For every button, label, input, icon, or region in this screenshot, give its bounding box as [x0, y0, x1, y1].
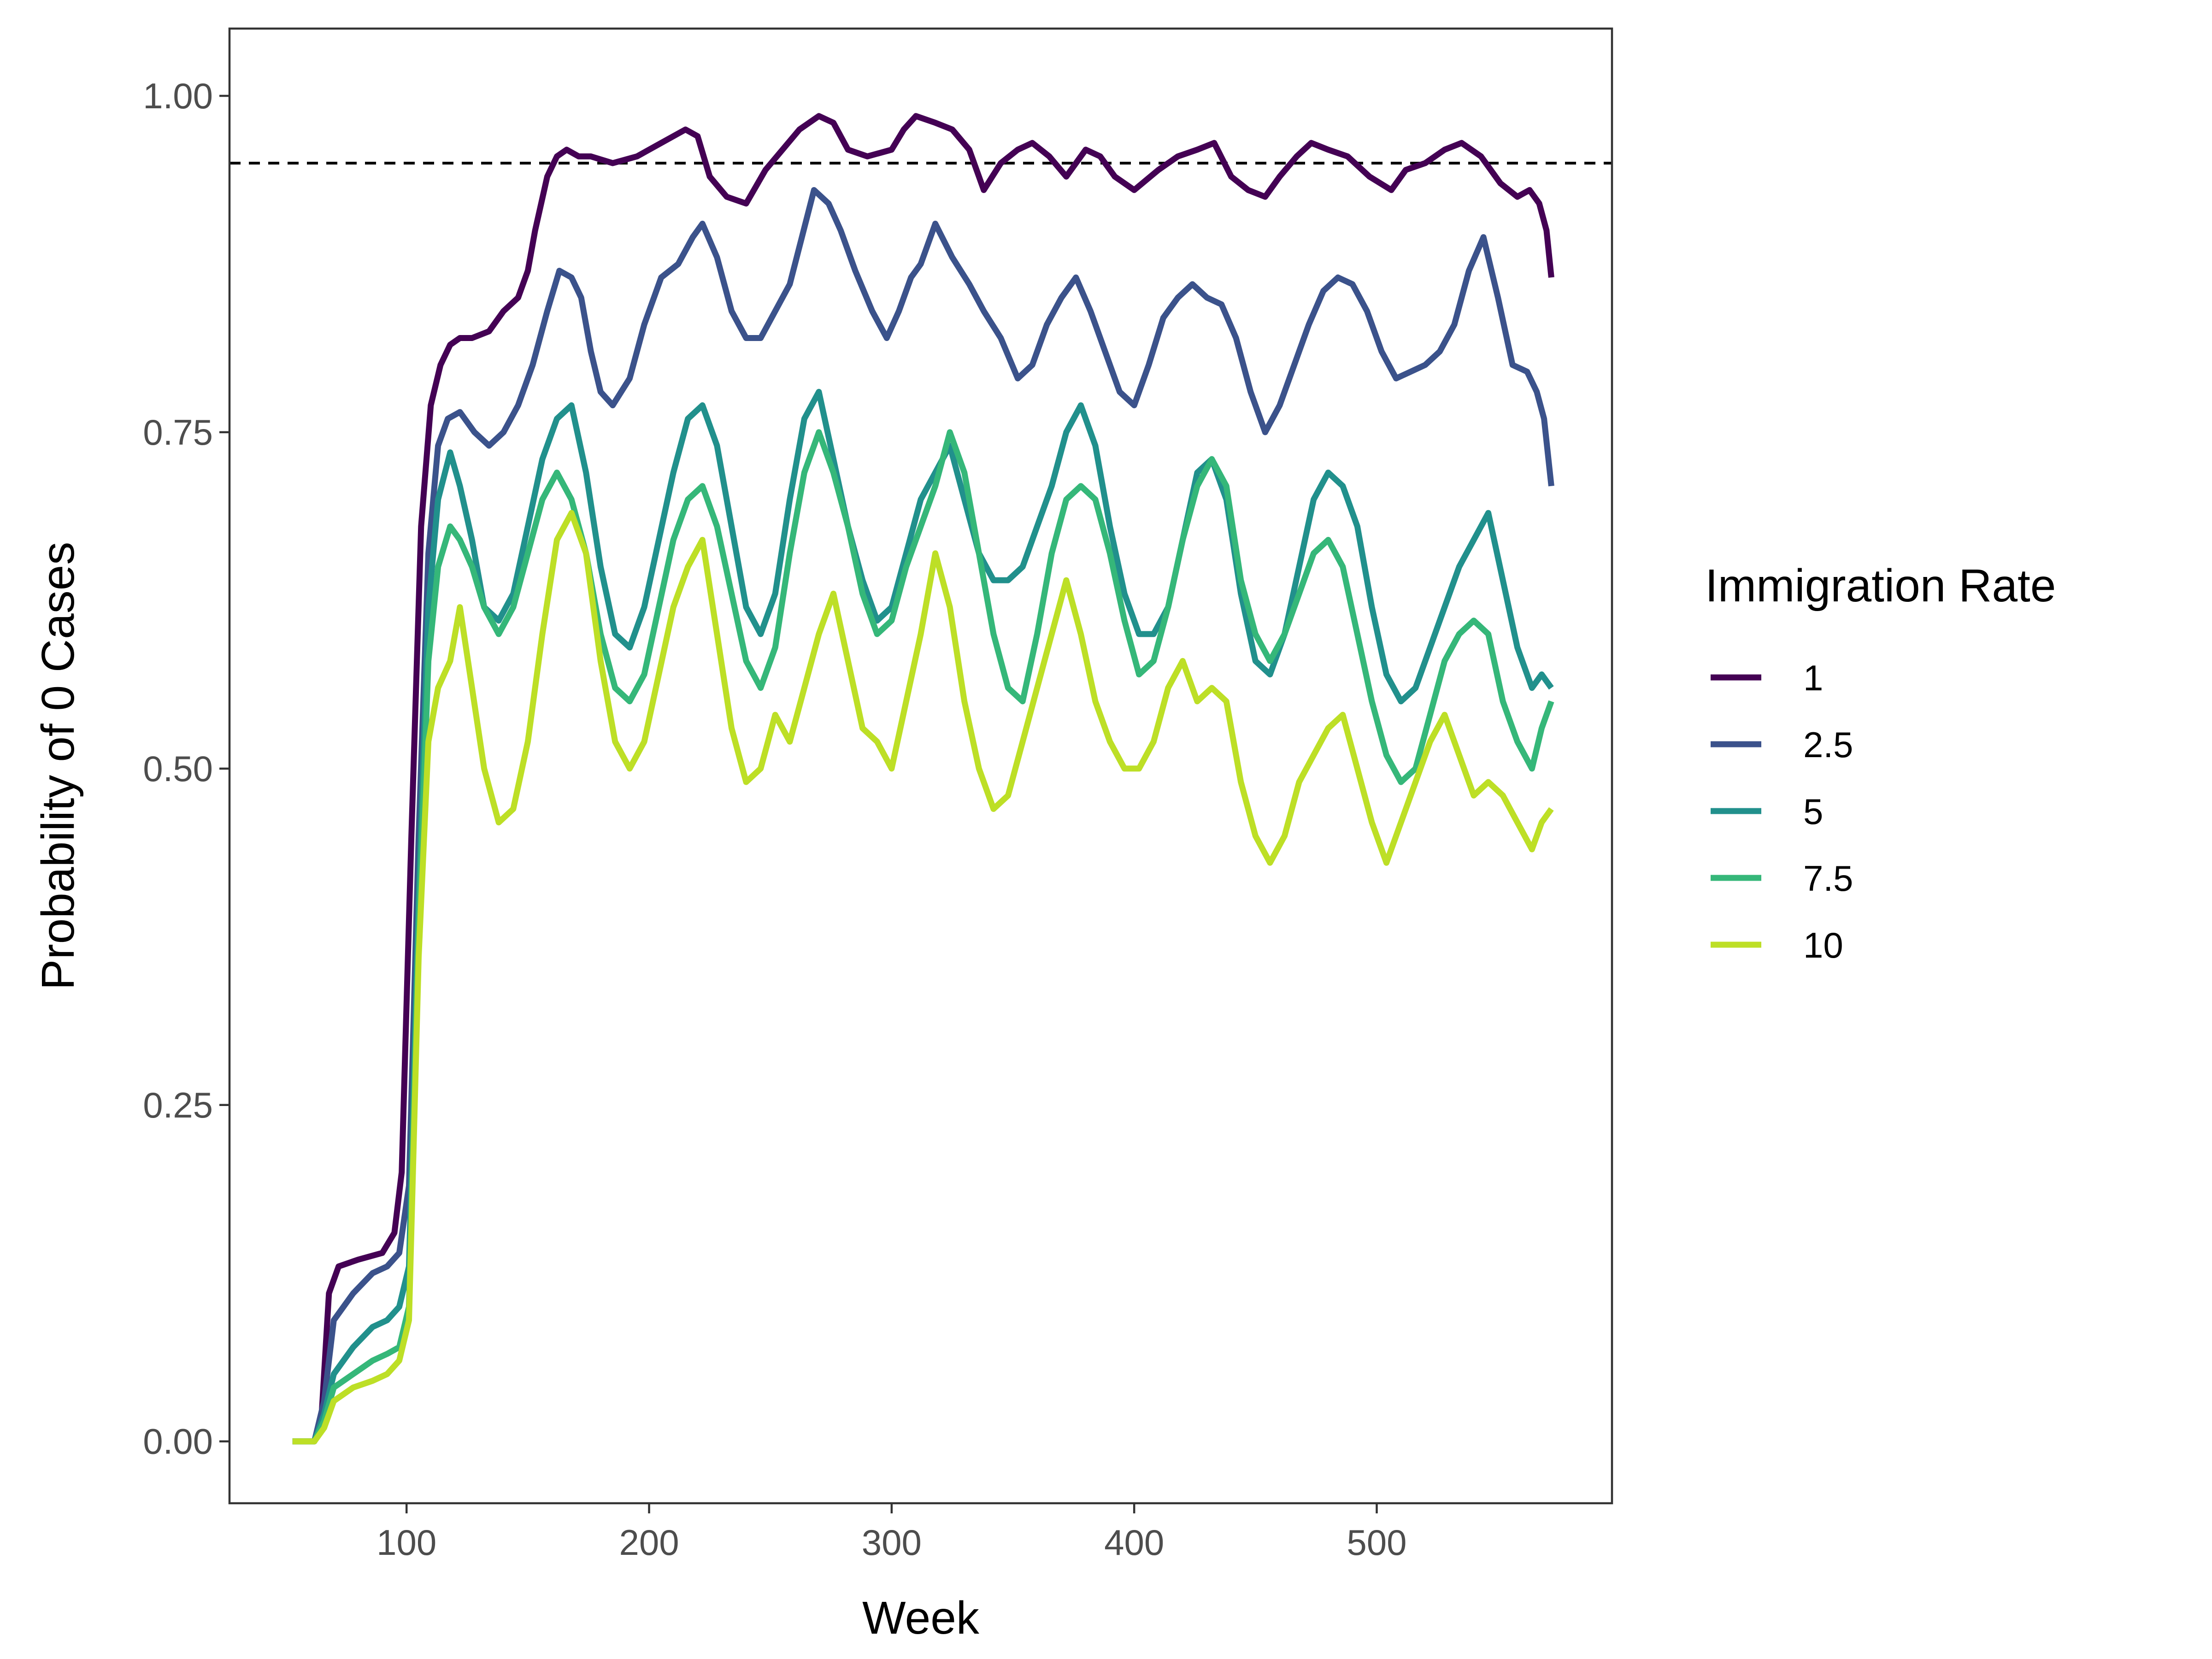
- y-tick-label: 1.00: [143, 76, 213, 116]
- x-tick-label: 400: [1104, 1522, 1164, 1563]
- legend-item: 1: [1711, 658, 1823, 698]
- x-tick-label: 300: [862, 1522, 922, 1563]
- legend-label: 10: [1803, 925, 1843, 965]
- legend-item: 2.5: [1711, 724, 1853, 765]
- legend-item: 10: [1711, 925, 1843, 965]
- y-tick-label: 0.25: [143, 1085, 213, 1125]
- legend-title: Immigration Rate: [1705, 560, 2056, 612]
- series-line-7-5: [292, 429, 1554, 1445]
- y-tick-label: 0.50: [143, 748, 213, 789]
- legend-label: 5: [1803, 791, 1823, 832]
- series-line-2-5: [292, 187, 1554, 1445]
- legend-item: 7.5: [1711, 858, 1853, 899]
- x-axis-title: Week: [862, 1592, 980, 1644]
- legend-label: 1: [1803, 658, 1823, 698]
- legend-label: 2.5: [1803, 724, 1853, 765]
- y-tick-label: 0.00: [143, 1421, 213, 1462]
- x-tick-label: 500: [1347, 1522, 1406, 1563]
- x-tick-label: 100: [377, 1522, 436, 1563]
- panel-border: [228, 27, 1613, 1505]
- axes: 0.00 0.25 0.50 0.75 1.00 100 200 300 400 500 Week P…: [32, 27, 1613, 1644]
- x-tick-label: 200: [619, 1522, 679, 1563]
- legend-item: 5: [1711, 791, 1823, 832]
- series-line-10: [292, 510, 1554, 1445]
- plot-area: [229, 113, 1612, 1445]
- y-axis-title: Probability of 0 Cases: [32, 542, 84, 990]
- y-tick-label: 0.75: [143, 412, 213, 453]
- legend: Immigration Rate 1 2.5 5 7.5 10: [1705, 560, 2056, 965]
- series-lines: [292, 113, 1554, 1445]
- legend-label: 7.5: [1803, 858, 1853, 899]
- series-line-5: [292, 388, 1554, 1445]
- series-line-1: [292, 113, 1554, 1445]
